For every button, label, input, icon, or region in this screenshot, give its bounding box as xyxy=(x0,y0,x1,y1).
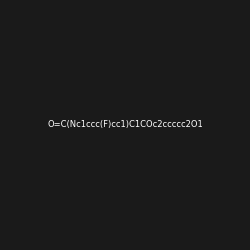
Text: O=C(Nc1ccc(F)cc1)C1COc2ccccc2O1: O=C(Nc1ccc(F)cc1)C1COc2ccccc2O1 xyxy=(47,120,203,130)
